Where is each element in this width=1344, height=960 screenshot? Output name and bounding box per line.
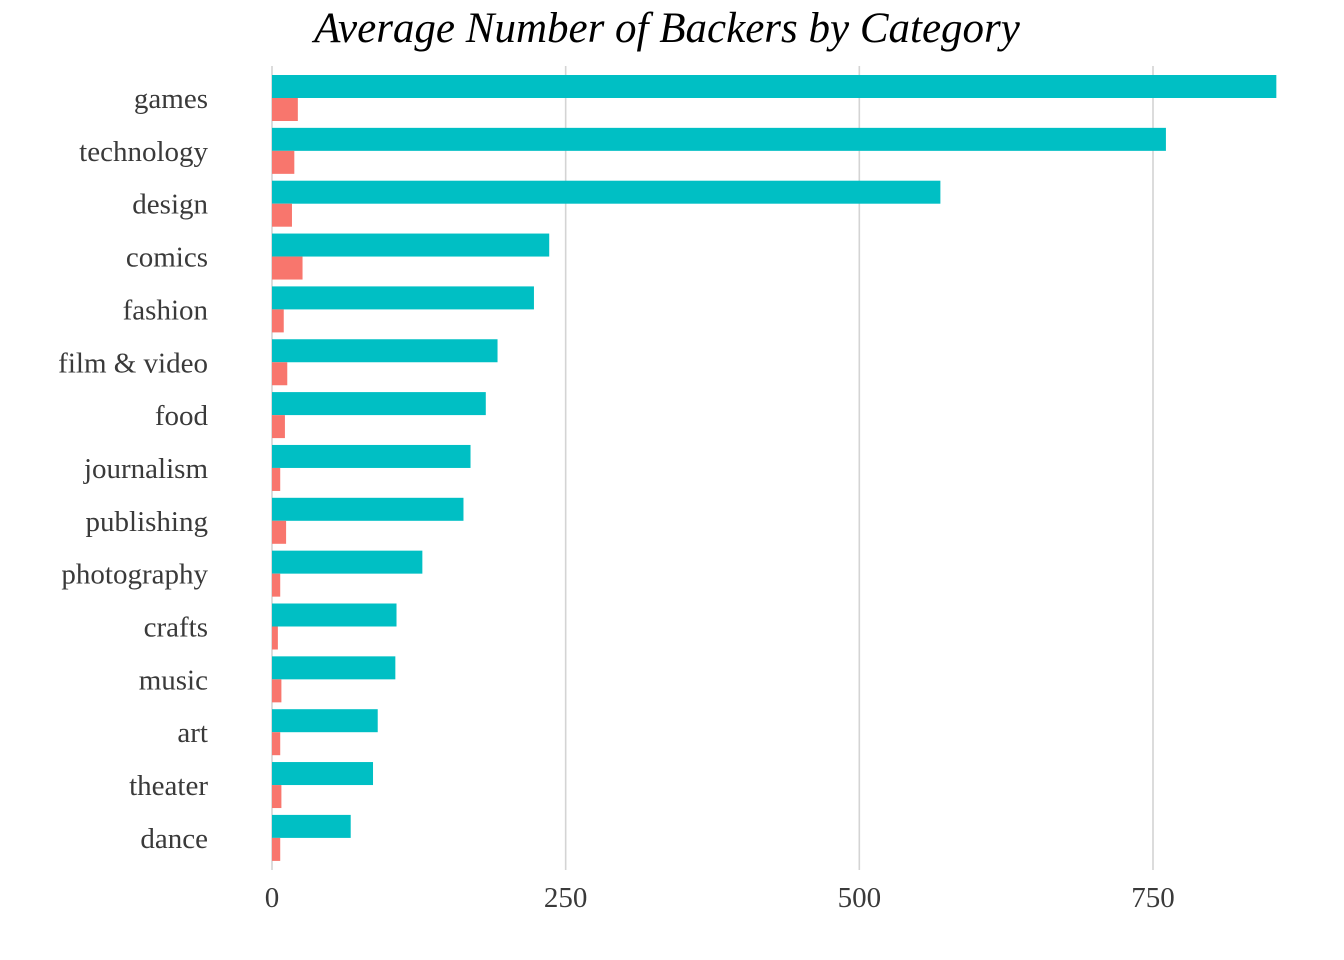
x-tick-label: 750 <box>1131 882 1175 914</box>
category-label: art <box>177 717 208 749</box>
chart-title: Average Number of Backers by Category <box>314 5 1020 52</box>
bar-art-series-1 <box>272 709 378 733</box>
bar-theater-series-2 <box>272 785 282 809</box>
bar-theater-series-1 <box>272 762 374 786</box>
bar-comics-series-2 <box>272 256 303 280</box>
category-label: food <box>155 400 209 432</box>
bar-photography-series-2 <box>272 573 281 597</box>
bar-dance-series-2 <box>272 837 281 861</box>
category-label: technology <box>79 136 208 168</box>
bar-photography-series-1 <box>272 550 423 574</box>
category-label: journalism <box>83 453 208 485</box>
category-label: film & video <box>58 347 208 379</box>
bar-music-series-2 <box>272 679 282 703</box>
bar-publishing-series-1 <box>272 497 464 521</box>
category-label: dance <box>140 823 208 855</box>
category-label: design <box>132 189 208 221</box>
x-tick-label: 500 <box>838 882 882 914</box>
bar-technology-series-2 <box>272 150 295 174</box>
bar-games-series-2 <box>272 98 298 121</box>
x-tick-label: 250 <box>544 882 588 914</box>
bar-comics-series-1 <box>272 233 550 257</box>
bar-journalism-series-1 <box>272 444 471 468</box>
bar-food-series-1 <box>272 392 486 416</box>
category-label: photography <box>61 559 208 591</box>
bar-design-series-1 <box>272 180 941 204</box>
bar-games-series-1 <box>272 75 1277 98</box>
bar-publishing-series-2 <box>272 520 287 544</box>
bar-technology-series-1 <box>272 127 1166 151</box>
x-tick-label: 0 <box>265 882 280 914</box>
bar-crafts-series-1 <box>272 603 397 627</box>
bar-film-video-series-1 <box>272 339 498 363</box>
bar-music-series-1 <box>272 656 396 680</box>
bar-journalism-series-2 <box>272 467 281 491</box>
category-labels: games technology design comics fashion film &… <box>58 83 208 855</box>
bar-crafts-series-2 <box>272 626 278 650</box>
bar-film-video-series-2 <box>272 362 288 386</box>
bars <box>272 75 1277 861</box>
bar-art-series-2 <box>272 732 281 756</box>
bar-design-series-2 <box>272 203 292 227</box>
bar-fashion-series-1 <box>272 286 534 310</box>
category-label: publishing <box>86 506 208 538</box>
bar-food-series-2 <box>272 415 285 439</box>
category-label: fashion <box>123 294 209 326</box>
category-label: crafts <box>144 612 208 644</box>
category-label: games <box>134 83 208 115</box>
x-axis-ticks: 0 250 500 750 <box>265 882 1175 914</box>
category-label: music <box>139 664 208 696</box>
bar-fashion-series-2 <box>272 309 284 333</box>
bar-dance-series-1 <box>272 814 351 838</box>
category-label: theater <box>129 770 208 802</box>
category-label: comics <box>126 242 208 274</box>
